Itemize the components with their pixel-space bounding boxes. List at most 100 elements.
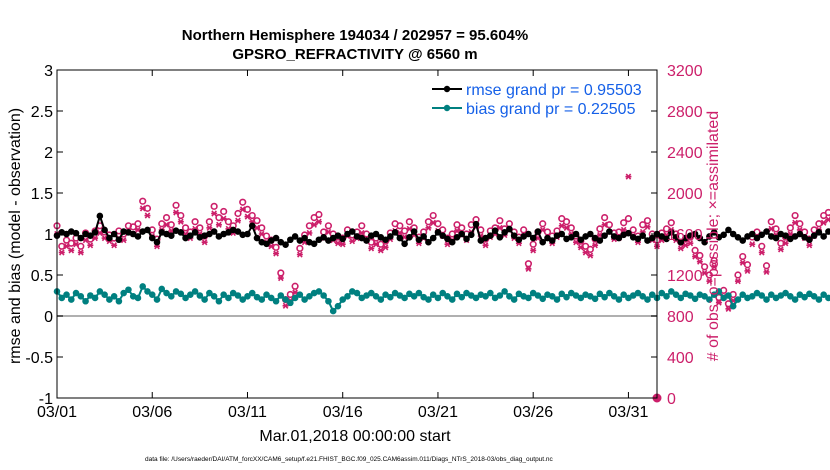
bias-point [234, 292, 242, 299]
bias-point [634, 289, 642, 297]
rmse-point [596, 237, 604, 244]
obs-possible-marker [224, 218, 233, 226]
obs-possible-marker [215, 214, 223, 222]
rmse-point [415, 236, 423, 244]
bias-point [58, 294, 66, 302]
rmse-point [453, 233, 461, 241]
bias-point [401, 294, 408, 302]
bias-point [510, 296, 518, 303]
obs-assimilated-marker [620, 226, 627, 234]
rmse-point [106, 234, 113, 242]
bias-point [329, 307, 337, 315]
bias-point [334, 302, 342, 310]
bias-point [687, 292, 694, 299]
rmse-point [134, 233, 142, 240]
rmse-point [748, 230, 756, 238]
bias-point [177, 290, 185, 298]
obs-possible-marker [667, 219, 675, 227]
bias-point [429, 291, 437, 298]
obs-possible-marker [596, 225, 604, 233]
obs-possible-marker [310, 214, 318, 222]
bias-point [748, 293, 756, 300]
bias-point [648, 291, 656, 298]
obs-assimilated-marker [63, 243, 70, 250]
bias-point [606, 289, 613, 297]
obs-possible-marker [643, 217, 652, 225]
obs-possible-marker [629, 226, 637, 234]
obs-assimilated-marker [739, 259, 746, 266]
bias-point [434, 294, 442, 302]
rmse-point [667, 229, 675, 236]
bias-point [815, 296, 823, 303]
obs-possible-marker [324, 222, 333, 230]
bias-point [291, 294, 299, 302]
obs-assimilated-marker [782, 240, 789, 247]
rmse-point [410, 228, 418, 235]
bias-point [558, 290, 566, 298]
bias-point [410, 293, 418, 300]
bias-point [506, 293, 513, 300]
rmse-point [96, 212, 104, 220]
obs-possible-marker [734, 271, 742, 279]
rmse-point [463, 235, 470, 243]
y-tick-label: 0.5 [31, 268, 53, 285]
obs-possible-marker [796, 220, 804, 228]
obs-possible-marker [786, 224, 794, 232]
rmse-point [72, 229, 80, 237]
rmse-point [87, 232, 94, 239]
bias-point [706, 296, 713, 303]
obs-assimilated-marker [377, 247, 384, 254]
obs-assimilated-marker [273, 250, 280, 257]
right-axis-label: # of obs: o=possible; ×=assimilated [705, 111, 722, 361]
bias-point [148, 291, 156, 298]
obs-assimilated-marker [706, 278, 713, 285]
bias-point [306, 293, 313, 300]
obs-assimilated-marker [268, 243, 275, 250]
rmse-point [525, 230, 532, 238]
bias-point [691, 295, 699, 303]
bias-point [325, 297, 332, 305]
obs-assimilated-marker [644, 223, 651, 230]
rmse-point [420, 233, 427, 240]
bias-point [677, 294, 685, 302]
rmse-point [691, 230, 699, 238]
obs-possible-marker [620, 219, 628, 227]
rmse-point [458, 230, 466, 238]
rmse-point [167, 232, 175, 239]
bias-point [439, 289, 447, 297]
obs-possible-marker [358, 222, 366, 230]
rmse-point [758, 231, 766, 239]
rmse-point [187, 232, 194, 239]
obs-assimilated-marker [111, 242, 118, 249]
y2-tick-label: 400 [667, 350, 694, 367]
bias-point [301, 296, 308, 303]
bias-point [367, 289, 375, 297]
obs-possible-marker [820, 211, 828, 220]
bias-point [353, 289, 361, 297]
obs-assimilated-marker [525, 265, 532, 272]
bias-point [620, 291, 627, 298]
obs-possible-marker [429, 211, 437, 220]
bias-point [791, 296, 799, 303]
rmse-point [706, 233, 713, 240]
rmse-point [191, 229, 199, 236]
bias-point [810, 293, 818, 300]
bias-point [96, 288, 104, 295]
bias-point [767, 291, 775, 298]
x-tick-label: 03/26 [513, 404, 553, 421]
rmse-point [301, 234, 308, 242]
bias-point [144, 288, 151, 295]
rmse-point [772, 234, 780, 242]
obs-possible-marker [791, 211, 799, 220]
obs-possible-marker [762, 262, 771, 270]
rmse-point [734, 233, 742, 241]
rmse-point [753, 234, 761, 242]
obs-possible-marker [272, 243, 280, 251]
x-tick-label: 03/11 [228, 404, 267, 421]
bias-point [758, 292, 766, 299]
rmse-point [382, 236, 389, 244]
rmse-point [234, 228, 242, 235]
bias-point [277, 292, 285, 299]
bias-point [548, 293, 556, 300]
rmse-point [91, 229, 99, 236]
